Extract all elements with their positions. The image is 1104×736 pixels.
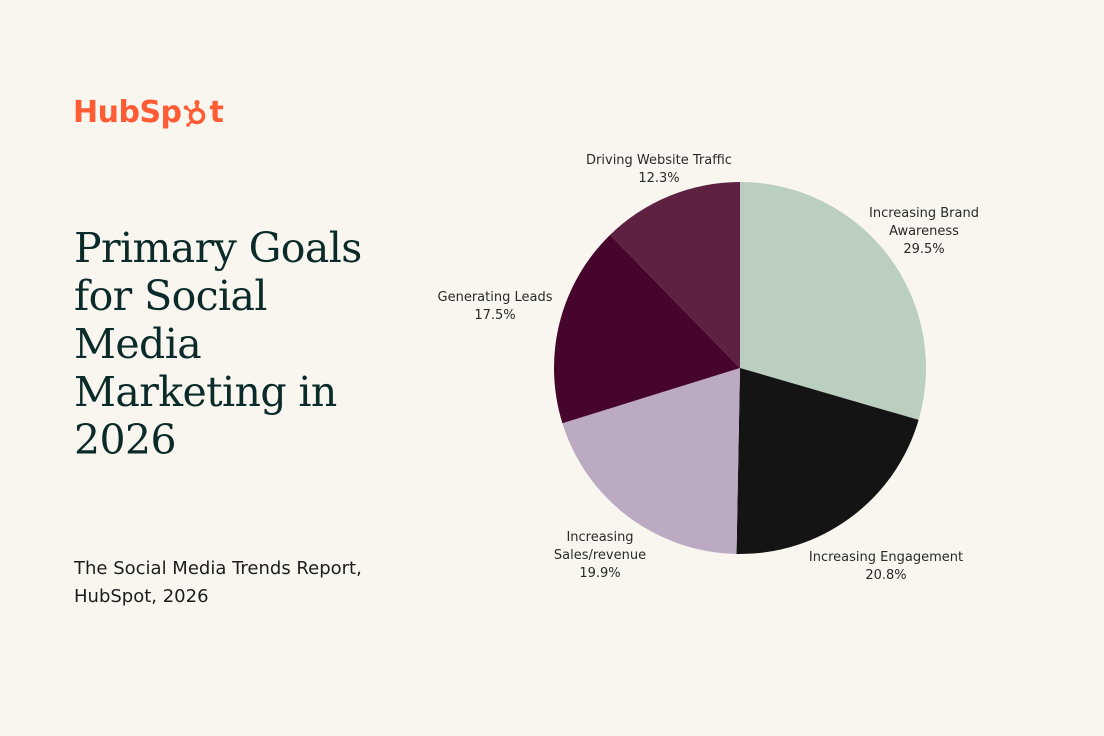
slice-label-line: Increasing	[566, 530, 633, 545]
slice-label-generating-leads: Generating Leads 17.5%	[438, 290, 553, 323]
slice-value-increasing-sales-revenue: 19.9%	[579, 566, 620, 581]
slice-value-increasing-brand-awareness: 29.5%	[903, 242, 944, 257]
hubspot-logo: HubSp t	[73, 95, 224, 130]
pie-slice-increasing-sales-revenue	[562, 368, 740, 554]
source-citation: The Social Media Trends Report, HubSpot,…	[74, 558, 362, 607]
slice-label-increasing-brand-awareness: Increasing Brand Awareness 29.5%	[869, 206, 979, 257]
logo-text-start: HubSp	[73, 95, 182, 130]
chart-title: Primary Goals for Social Media Marketing…	[74, 224, 362, 464]
slice-label-line: Generating Leads	[438, 290, 553, 305]
slice-value-driving-website-traffic: 12.3%	[638, 171, 679, 186]
pie-slice-increasing-brand-awareness	[740, 182, 926, 420]
slice-value-increasing-engagement: 20.8%	[865, 568, 906, 583]
pie-slice-generating-leads	[554, 234, 740, 424]
slice-value-generating-leads: 17.5%	[474, 308, 515, 323]
logo-text-end: t	[209, 95, 224, 130]
slice-label-line: Increasing Engagement	[809, 550, 963, 565]
pie-slice-increasing-engagement	[736, 368, 919, 554]
slice-label-line: Awareness	[889, 224, 959, 239]
slice-label-driving-website-traffic: Driving Website Traffic 12.3%	[586, 153, 732, 186]
pie-slice-driving-website-traffic	[610, 182, 740, 368]
slice-label-line: Driving Website Traffic	[586, 153, 732, 168]
slice-label-increasing-sales-revenue: Increasing Sales/revenue 19.9%	[554, 530, 646, 581]
slice-label-increasing-engagement: Increasing Engagement 20.8%	[809, 550, 963, 583]
sprocket-icon	[183, 100, 205, 127]
slice-label-line: Increasing Brand	[869, 206, 979, 221]
slice-label-line: Sales/revenue	[554, 548, 646, 563]
